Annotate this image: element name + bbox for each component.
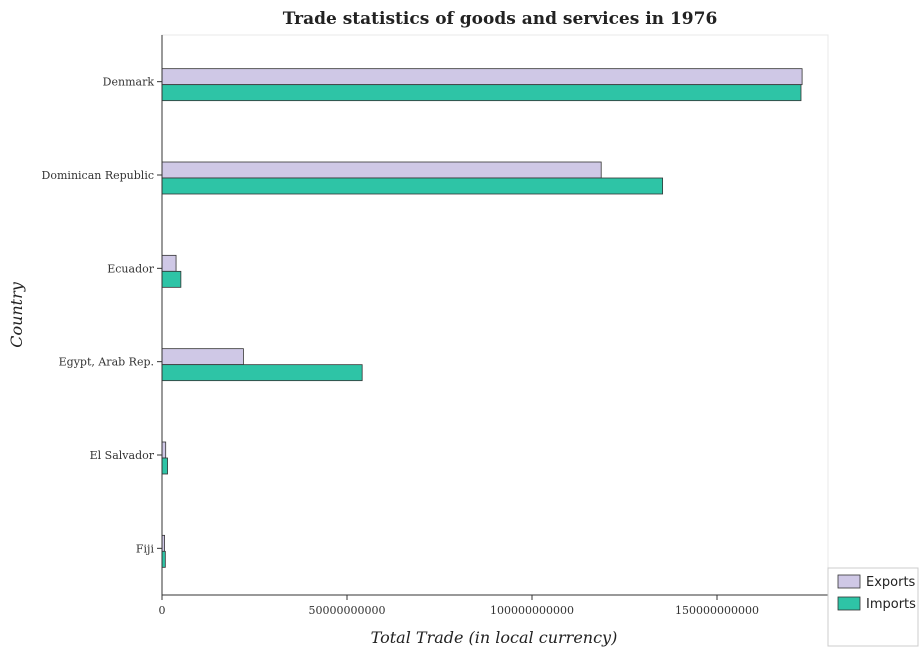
bar-exports-dominican-republic [161, 161, 602, 179]
y-axis-ticks: Denmark Dominican Republic Ecuador Egypt, A… [42, 76, 162, 555]
y-tick-label: El Salvador [90, 449, 155, 462]
legend-swatch-exports [837, 574, 861, 589]
legend-swatch-imports [837, 596, 861, 611]
x-tick-label: 100000000000 [490, 604, 574, 617]
bar-imports-egypt-arab-rep- [161, 364, 363, 382]
x-tick-label: 150000000000 [675, 604, 759, 617]
y-tick-label: Denmark [103, 76, 155, 89]
chart-title: Trade statistics of goods and services i… [283, 9, 718, 29]
bar-imports-denmark [161, 84, 802, 102]
x-axis-ticks: 0 50000000000 100000000000 150000000000 [159, 595, 759, 617]
bar-exports-denmark [161, 68, 803, 86]
bar-imports-ecuador [161, 270, 182, 288]
y-tick-label: Fiji [136, 542, 155, 555]
legend-label-exports: Exports [866, 575, 916, 590]
x-tick-label: 50000000000 [309, 604, 386, 617]
x-tick-label: 0 [159, 604, 166, 617]
legend-label-imports: Imports [866, 597, 916, 612]
plot-area-frame [161, 34, 829, 596]
bar-exports-ecuador [161, 254, 177, 272]
y-axis-label: Country [7, 281, 26, 348]
x-axis-label: Total Trade (in local currency) [371, 628, 618, 647]
y-tick-label: Egypt, Arab Rep. [59, 356, 154, 369]
y-tick-label: Ecuador [107, 262, 154, 275]
bar-imports-dominican-republic [161, 177, 664, 195]
bar-imports-el-salvador [161, 457, 168, 475]
bar-exports-el-salvador [161, 441, 167, 459]
bars-layer [161, 68, 803, 568]
legend: Exports Imports [827, 567, 919, 647]
y-tick-label: Dominican Republic [42, 169, 154, 182]
bar-exports-egypt-arab-rep- [161, 348, 244, 366]
